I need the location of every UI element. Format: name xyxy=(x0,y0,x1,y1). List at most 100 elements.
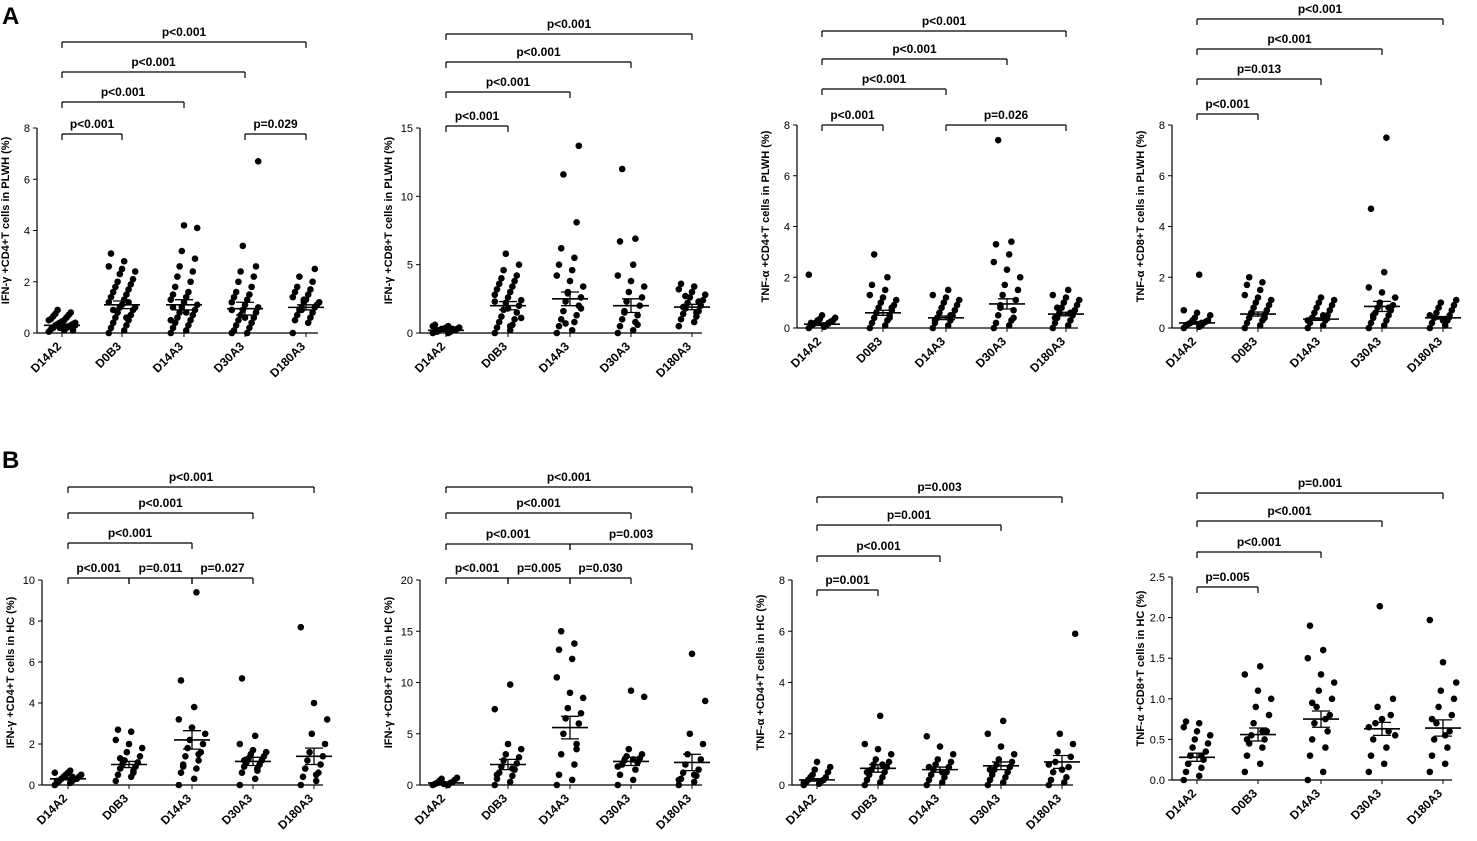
data-point xyxy=(1195,772,1203,780)
p-value-label: p=0.011 xyxy=(139,561,183,575)
data-point xyxy=(568,326,576,334)
data-point xyxy=(885,758,893,766)
data-point xyxy=(289,293,297,301)
data-point xyxy=(293,283,301,291)
x-category-label: D30A3 xyxy=(211,339,248,376)
data-point xyxy=(127,281,135,288)
data-point xyxy=(504,740,512,748)
data-point xyxy=(517,296,525,304)
data-point xyxy=(1206,312,1214,319)
data-point xyxy=(1051,314,1059,322)
data-point xyxy=(571,254,578,262)
data-point xyxy=(123,748,131,756)
data-point xyxy=(1180,723,1188,731)
data-point xyxy=(623,298,630,305)
p-value-label: p=0.027 xyxy=(200,561,245,575)
y-tick-label: 6 xyxy=(29,657,35,669)
data-point xyxy=(1378,289,1386,296)
data-point xyxy=(925,776,933,784)
data-point xyxy=(236,740,244,748)
data-point xyxy=(627,687,635,694)
data-point xyxy=(495,280,503,288)
data-point xyxy=(887,750,895,758)
data-point xyxy=(629,326,637,334)
data-point xyxy=(246,324,253,332)
data-point xyxy=(1252,703,1260,711)
data-point xyxy=(228,306,236,314)
data-point xyxy=(182,327,190,334)
data-point xyxy=(252,263,260,270)
p-value-label: p<0.001 xyxy=(516,45,561,59)
y-tick-label: 6 xyxy=(24,174,30,186)
data-point xyxy=(1326,306,1334,314)
data-point xyxy=(1444,744,1451,751)
data-point xyxy=(999,291,1006,299)
data-point xyxy=(112,736,120,744)
data-point xyxy=(304,757,311,764)
data-point xyxy=(291,288,299,296)
p-value-label: p<0.001 xyxy=(76,561,121,575)
data-point xyxy=(515,754,523,761)
data-point xyxy=(879,294,887,301)
x-category-label: D14A2 xyxy=(1163,786,1200,823)
data-point xyxy=(232,322,240,329)
y-tick-label: 2 xyxy=(1159,272,1165,284)
data-point xyxy=(870,251,878,258)
data-point xyxy=(191,255,199,262)
data-point xyxy=(201,730,209,738)
data-point xyxy=(1075,296,1083,304)
data-point xyxy=(254,767,261,774)
data-point xyxy=(1245,273,1253,281)
data-point xyxy=(187,278,194,286)
data-point xyxy=(228,298,236,306)
data-point xyxy=(254,304,262,311)
data-point xyxy=(54,306,61,314)
data-point xyxy=(1304,776,1312,784)
data-point xyxy=(941,774,948,781)
data-point xyxy=(1016,273,1024,281)
data-point xyxy=(1250,304,1257,312)
data-point xyxy=(120,327,128,334)
data-point xyxy=(1426,768,1434,776)
chart-panel-b4: 0.0 0.5 1.0 1.5 2.0 2.5 D14A2 D0B3 D14A3 D30A3 D18… xyxy=(1135,476,1461,827)
data-point xyxy=(1056,730,1064,738)
data-point xyxy=(513,760,521,767)
data-point xyxy=(193,765,200,772)
data-point xyxy=(1191,736,1199,743)
data-point xyxy=(167,296,175,303)
data-point xyxy=(498,313,505,320)
chart-panel-b2: 0 5 10 15 20 D14A2 D0B3 D14A3 D30A3 D180A3 IFN-γ +… xyxy=(383,470,710,832)
data-point xyxy=(1250,719,1257,727)
data-point xyxy=(986,776,994,784)
data-point xyxy=(568,776,576,784)
data-point xyxy=(990,324,998,332)
data-point xyxy=(1319,646,1327,654)
data-point xyxy=(240,757,248,764)
p-value-label: p<0.001 xyxy=(455,561,500,575)
data-point xyxy=(243,329,251,337)
data-point xyxy=(1306,752,1314,759)
data-point xyxy=(577,305,585,312)
data-point xyxy=(695,298,702,305)
data-point xyxy=(629,261,637,268)
data-point xyxy=(640,283,648,290)
data-point xyxy=(625,288,633,296)
y-tick-label: 10 xyxy=(401,678,413,690)
data-point xyxy=(938,779,946,786)
data-point xyxy=(1428,319,1436,327)
data-point xyxy=(193,224,201,232)
data-point xyxy=(1385,304,1392,312)
data-point xyxy=(1439,658,1447,666)
data-point xyxy=(1256,286,1264,294)
data-point xyxy=(236,781,244,789)
data-point xyxy=(1193,727,1201,735)
data-point xyxy=(892,296,900,304)
data-point xyxy=(614,763,622,770)
data-point xyxy=(1433,719,1440,727)
data-point xyxy=(953,301,961,309)
data-point xyxy=(632,235,639,242)
data-point xyxy=(309,278,316,286)
data-point xyxy=(123,291,130,298)
data-point xyxy=(167,329,175,337)
